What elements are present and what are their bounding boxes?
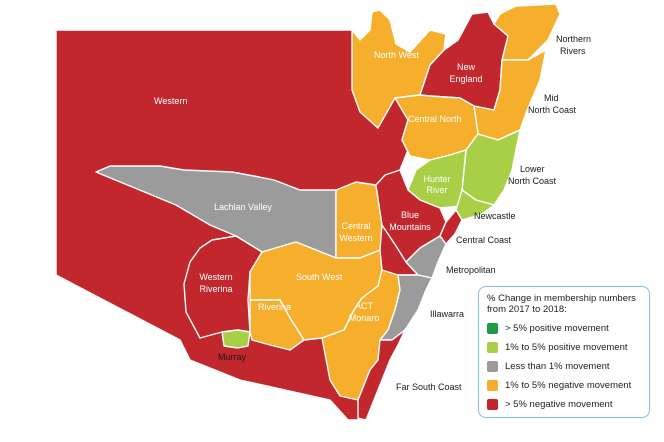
legend-swatch-orange (487, 380, 498, 391)
label-mid-north-coast-2: North Coast (528, 105, 577, 115)
label-south-west: South West (296, 272, 343, 282)
label-central-north: Central North (408, 114, 462, 124)
legend-item-flat: Less than 1% movement (487, 357, 641, 376)
label-northern-rivers-2: Rivers (560, 46, 586, 56)
region-metropolitan (405, 235, 447, 279)
legend-label: 1% to 5% negative movement (505, 380, 632, 391)
label-act-monaro-2: Monaro (349, 313, 380, 323)
label-central-western-2: Western (339, 233, 372, 243)
region-murray (221, 329, 251, 349)
region-lachlan-valley (95, 165, 337, 259)
legend-label: > 5% positive movement (505, 323, 609, 334)
region-riverina (249, 299, 305, 351)
label-western-riverina-1: Western (199, 272, 232, 282)
label-lower-north-coast-2: North Coast (508, 176, 557, 186)
legend-label: Less than 1% movement (505, 361, 610, 372)
label-central-western-1: Central (341, 221, 370, 231)
label-murray: Murray (218, 352, 247, 362)
region-new-england (419, 11, 509, 111)
legend-item-strong-positive: > 5% positive movement (487, 319, 641, 338)
legend-swatch-lime (487, 342, 498, 353)
label-lachlan-valley: Lachlan Valley (214, 202, 272, 212)
legend-swatch-grey (487, 361, 498, 372)
label-riverina: Riverina (258, 302, 291, 312)
label-blue-mountains-1: Blue (401, 210, 419, 220)
label-blue-mountains-2: Mountains (389, 222, 431, 232)
legend-swatch-green (487, 323, 498, 334)
legend-items: > 5% positive movement 1% to 5% positive… (487, 319, 641, 414)
legend-item-positive: 1% to 5% positive movement (487, 338, 641, 357)
region-central-western (335, 181, 383, 259)
region-hunter-river (407, 149, 467, 209)
label-new-england-2: England (449, 74, 482, 84)
legend-label: > 5% negative movement (505, 399, 613, 410)
label-central-coast: Central Coast (456, 235, 512, 245)
label-far-south-coast: Far South Coast (396, 382, 462, 392)
label-hunter-river-1: Hunter (423, 174, 450, 184)
legend-item-negative: 1% to 5% negative movement (487, 376, 641, 395)
label-act-monaro-1: ACT (355, 301, 374, 311)
legend-item-strong-negative: > 5% negative movement (487, 395, 641, 414)
legend-swatch-red (487, 399, 498, 410)
label-lower-north-coast-1: Lower (520, 164, 545, 174)
label-western-riverina-2: Riverina (199, 284, 232, 294)
region-far-south-coast (357, 329, 406, 421)
region-northern-rivers (493, 3, 561, 61)
label-western: Western (154, 96, 187, 106)
label-northern-rivers-1: Northern (556, 34, 591, 44)
label-mid-north-coast-1: Mid (544, 93, 559, 103)
label-metropolitan: Metropolitan (446, 265, 496, 275)
label-new-england-1: New (457, 62, 476, 72)
legend-title: % Change in membership numbers from 2017… (487, 293, 636, 315)
label-hunter-river-2: River (426, 185, 447, 195)
label-north-west: North West (374, 50, 419, 60)
label-newcastle: Newcastle (474, 211, 516, 221)
label-illawarra: Illawarra (430, 309, 464, 319)
legend-label: 1% to 5% positive movement (505, 342, 628, 353)
map-legend: % Change in membership numbers from 2017… (478, 286, 650, 418)
